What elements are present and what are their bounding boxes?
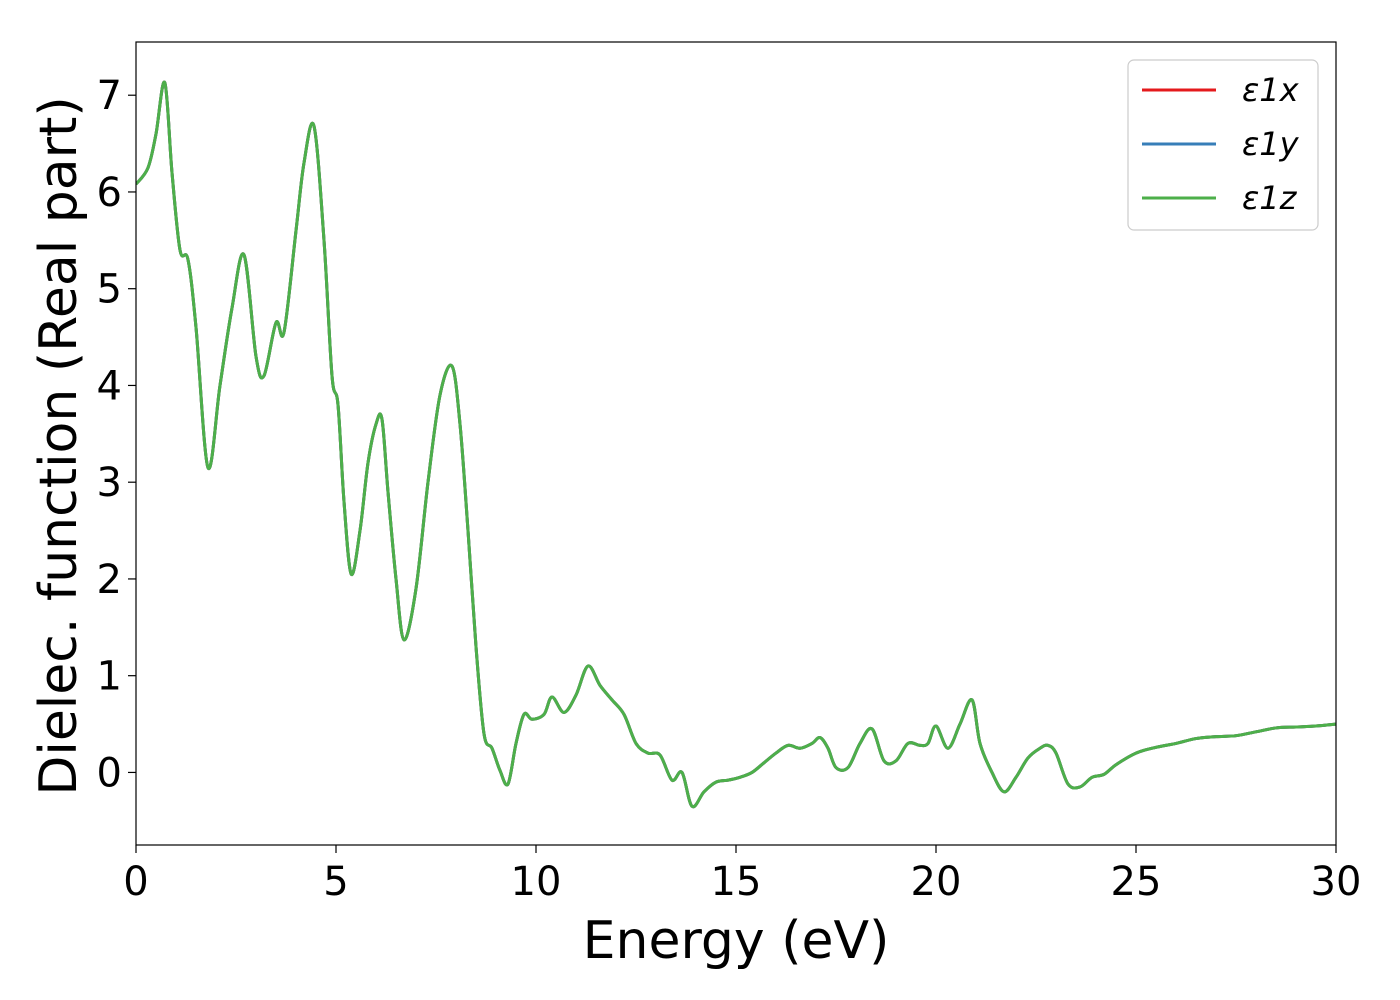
legend: ε1x ε1y ε1z: [1127, 59, 1319, 231]
legend-label-1: ε1x: [1242, 71, 1300, 109]
x-tick-label: 30: [1311, 859, 1362, 905]
legend-box: [1127, 59, 1319, 231]
y-tick-label: 7: [97, 73, 122, 119]
y-axis: 0 1 2 3 4 5 6 7: [97, 73, 136, 796]
y-tick-label: 1: [97, 654, 122, 700]
y-tick-label: 2: [97, 557, 122, 603]
legend-items: ε1x ε1y ε1z: [1142, 71, 1300, 217]
y-tick-label: 4: [97, 363, 122, 409]
legend-label-3: ε1z: [1242, 179, 1298, 217]
y-tick-label: 5: [97, 267, 122, 313]
series-layer: [136, 80, 1336, 809]
x-axis: 0 5 10 15 20 25 30: [123, 845, 1361, 905]
y-axis-title: Dielec. function (Real part): [29, 96, 89, 795]
x-tick-label: 5: [323, 859, 348, 905]
x-tick-label: 20: [911, 859, 962, 905]
series-line-3: [136, 80, 1336, 809]
x-tick-label: 0: [123, 859, 148, 905]
x-tick-label: 25: [1111, 859, 1162, 905]
y-tick-label: 0: [97, 750, 122, 796]
x-tick-label: 15: [711, 859, 762, 905]
y-tick-label: 6: [97, 170, 122, 216]
x-tick-label: 10: [511, 859, 562, 905]
x-axis-title: Energy (eV): [583, 911, 890, 971]
y-tick-label: 3: [97, 460, 122, 506]
legend-label-2: ε1y: [1242, 125, 1300, 163]
